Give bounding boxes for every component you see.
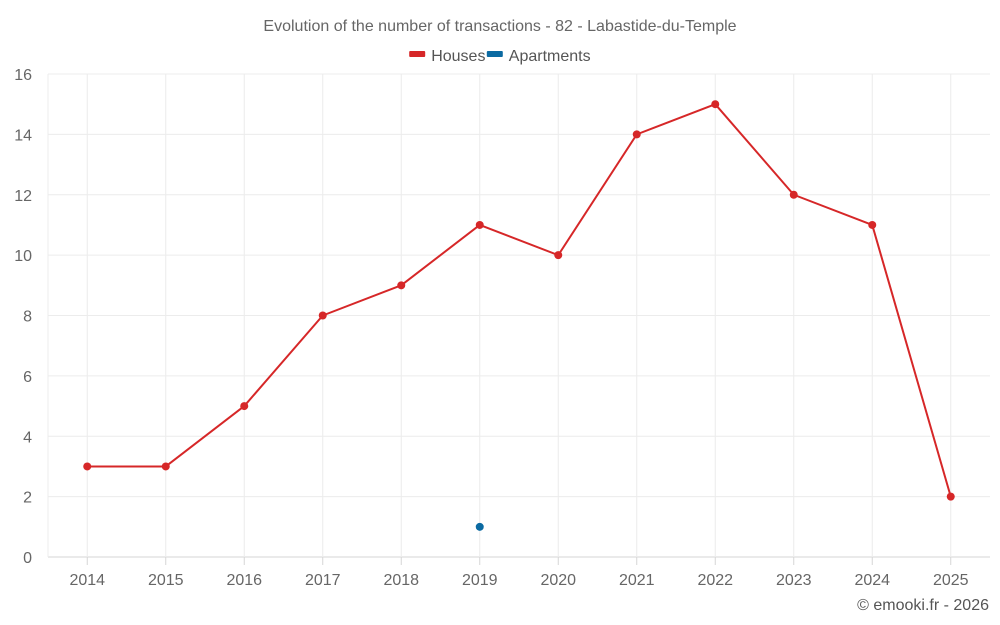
data-point[interactable] xyxy=(868,220,877,229)
data-point[interactable] xyxy=(318,311,327,320)
chart-title: Evolution of the number of transactions … xyxy=(263,18,736,35)
y-tick-label: 2 xyxy=(23,490,32,507)
legend-item-houses[interactable]: Houses xyxy=(409,48,485,65)
data-point[interactable] xyxy=(711,100,720,109)
x-tick-label: 2020 xyxy=(540,572,576,589)
legend-label: Apartments xyxy=(509,48,591,65)
y-tick-label: 0 xyxy=(23,550,32,567)
y-tick-label: 8 xyxy=(23,309,32,326)
data-point[interactable] xyxy=(161,462,170,471)
x-tick-label: 2017 xyxy=(305,572,341,589)
x-tick-label: 2023 xyxy=(776,572,812,589)
series-apartments xyxy=(475,522,484,531)
series-line-houses xyxy=(87,103,952,497)
x-tick-label: 2014 xyxy=(69,572,105,589)
legend-item-apartments[interactable]: Apartments xyxy=(486,48,591,65)
legend-swatch xyxy=(409,51,426,57)
y-tick-label: 16 xyxy=(14,67,32,84)
y-tick-label: 14 xyxy=(14,127,32,144)
x-tick-label: 2016 xyxy=(226,572,262,589)
data-point[interactable] xyxy=(789,190,798,199)
x-tick-label: 2024 xyxy=(854,572,890,589)
y-tick-label: 4 xyxy=(23,429,32,446)
data-point[interactable] xyxy=(946,492,955,501)
legend-label: Houses xyxy=(431,48,485,65)
axes: 0 2 4 6 8 10 12 14 16 2014 2015 2016 2017 2018 2019 202… xyxy=(14,67,968,589)
data-point[interactable] xyxy=(397,281,406,290)
x-tick-label: 2018 xyxy=(383,572,419,589)
x-tick-label: 2025 xyxy=(933,572,969,589)
series-layer xyxy=(83,100,955,531)
x-tick-label: 2022 xyxy=(697,572,733,589)
data-point[interactable] xyxy=(475,522,484,531)
y-tick-label: 6 xyxy=(23,369,32,386)
grid xyxy=(47,73,990,558)
data-point[interactable] xyxy=(240,402,249,411)
series-houses xyxy=(83,100,955,501)
data-point[interactable] xyxy=(554,251,563,260)
credit-text: © emooki.fr - 2026 xyxy=(857,597,989,614)
y-tick-label: 10 xyxy=(14,248,32,265)
data-point[interactable] xyxy=(632,130,641,139)
x-tick-label: 2015 xyxy=(148,572,184,589)
data-point[interactable] xyxy=(475,220,484,229)
legend: Houses Apartments xyxy=(409,48,591,65)
legend-swatch xyxy=(486,51,503,57)
x-tick-label: 2021 xyxy=(619,572,655,589)
x-tick-label: 2019 xyxy=(462,572,498,589)
y-tick-label: 12 xyxy=(14,188,32,205)
data-point[interactable] xyxy=(83,462,92,471)
